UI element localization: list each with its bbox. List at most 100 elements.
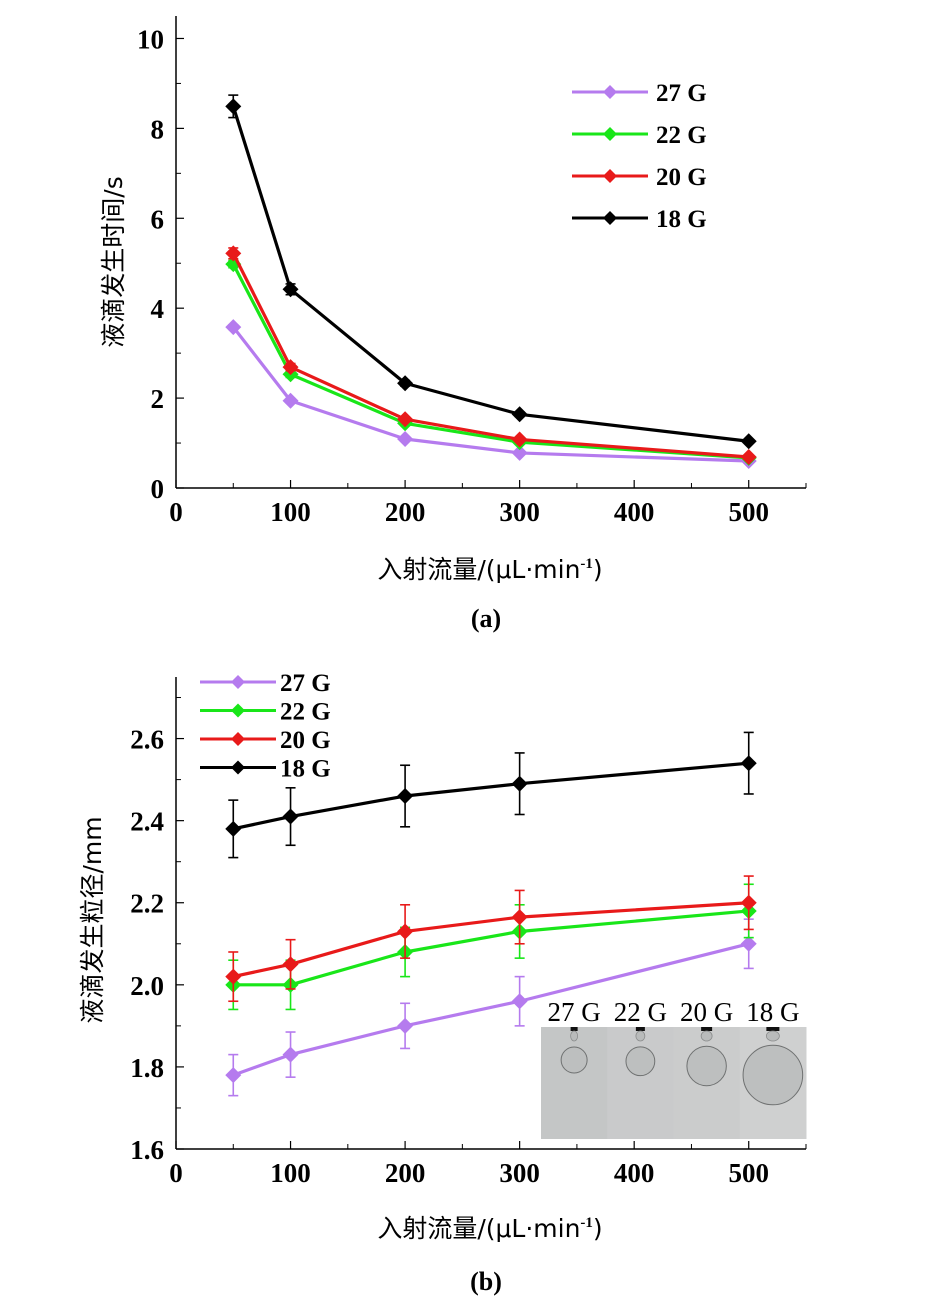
y-tick-label: 0	[151, 474, 165, 504]
series-20g	[225, 875, 757, 1003]
series-line	[231, 105, 749, 443]
legend-item: 22 G	[572, 122, 707, 149]
inset-label: 22 G	[614, 997, 667, 1027]
series-18g	[225, 731, 757, 859]
chart-b-xlabel-main: 入射流量/(μL·min	[377, 1214, 580, 1243]
y-tick-label: 1.6	[130, 1135, 164, 1165]
needle-tip-icon	[701, 1027, 713, 1031]
droplet-icon	[560, 1046, 588, 1074]
data-point	[511, 406, 528, 423]
data-point	[397, 375, 414, 392]
y-tick-label: 8	[151, 114, 165, 144]
series-18g	[225, 94, 757, 450]
legend-item: 20 G	[200, 727, 331, 754]
legend-marker	[603, 127, 617, 141]
y-tick-label: 2.6	[130, 725, 164, 755]
data-point	[282, 392, 299, 409]
legend-marker	[231, 760, 245, 775]
x-tick-label: 500	[728, 497, 769, 527]
x-tick-label: 300	[499, 497, 540, 527]
legend-label: 20 G	[280, 727, 331, 754]
legend-item: 27 G	[200, 670, 331, 697]
inset-panel	[541, 1027, 608, 1139]
data-point	[397, 431, 414, 448]
x-tick-label: 0	[169, 1158, 183, 1188]
data-point	[511, 444, 528, 461]
chart-a-axes: 0 100 200 300 400 500 0 2 4 6 8 10	[137, 16, 807, 527]
y-tick-label: 4	[151, 294, 165, 324]
legend-marker	[231, 732, 245, 746]
inset-panel	[607, 1027, 674, 1139]
needle-tip-icon	[570, 1027, 578, 1031]
data-point	[397, 923, 414, 940]
droplet-icon	[742, 1044, 804, 1106]
chart-b-ylabel: 液滴发生粒径/mm	[78, 816, 107, 1023]
legend-marker	[603, 211, 617, 225]
chart-b-xlabel: 入射流量/(μL·min-1)	[377, 1214, 602, 1243]
legend-label: 22 G	[280, 699, 331, 726]
data-point	[225, 98, 242, 115]
legend-item: 22 G	[200, 699, 331, 726]
inset-label: 27 G	[548, 997, 601, 1027]
x-tick-label: 400	[614, 497, 655, 527]
data-point	[225, 1067, 242, 1084]
legend-marker	[231, 675, 245, 689]
series-line	[231, 252, 749, 459]
inset-label: 18 G	[746, 997, 799, 1027]
data-point	[282, 281, 299, 298]
droplet-icon	[625, 1046, 656, 1077]
chart-a-xlabel-sup: -1	[580, 556, 593, 572]
legend-label: 18 G	[280, 756, 331, 783]
chart-a-marks	[225, 94, 757, 470]
legend-item: 27 G	[572, 80, 707, 107]
chart-a-legend: 27 G 22 G 20 G 18 G	[572, 80, 707, 233]
data-point	[511, 431, 528, 448]
data-point	[511, 775, 528, 792]
legend-label: 18 G	[656, 206, 707, 233]
data-point	[740, 755, 757, 772]
series-line	[232, 901, 749, 979]
data-point	[225, 968, 242, 985]
series-27g	[225, 319, 757, 470]
data-point	[511, 909, 528, 926]
pendant-droplet-icon	[635, 1030, 646, 1042]
x-tick-label: 400	[614, 1158, 655, 1188]
x-tick-label: 100	[270, 1158, 311, 1188]
series-line	[231, 263, 749, 460]
chart-a-xlabel-main: 入射流量/(μL·min	[377, 555, 580, 584]
data-point	[225, 245, 242, 262]
data-point	[397, 1017, 414, 1034]
droplet-icon	[686, 1045, 727, 1087]
data-point	[397, 788, 414, 805]
y-tick-label: 2.0	[130, 971, 164, 1001]
chart-a-xlabel-close: )	[593, 555, 603, 584]
data-point	[225, 820, 242, 837]
data-point	[397, 411, 414, 428]
series-line	[232, 326, 749, 463]
needle-tip-icon	[766, 1027, 780, 1031]
y-tick-label: 2	[151, 384, 165, 414]
y-tick-label: 2.2	[130, 889, 164, 919]
legend-label: 27 G	[656, 80, 707, 107]
series-22g	[225, 883, 757, 1011]
chart-b-xlabel-sup: -1	[580, 1215, 593, 1231]
legend-item: 20 G	[572, 164, 707, 191]
legend-marker	[231, 703, 245, 718]
chart-b-xlabel-close: )	[593, 1214, 603, 1243]
data-point	[225, 319, 242, 336]
data-point	[511, 993, 528, 1010]
x-tick-label: 300	[499, 1158, 540, 1188]
y-tick-label: 10	[137, 24, 164, 54]
legend-label: 22 G	[656, 122, 707, 149]
needle-tip-icon	[635, 1027, 645, 1031]
x-tick-label: 200	[385, 497, 426, 527]
series-27g	[225, 918, 757, 1097]
series-20g	[225, 245, 757, 465]
chart-b-legend: 27 G22 G20 G18 G	[200, 670, 331, 783]
pendant-droplet-icon	[570, 1030, 579, 1042]
chart-b-inset-photo: 27 G 22 G 20 G 18 G	[541, 997, 807, 1139]
chart-b-caption: (b)	[470, 1267, 502, 1296]
data-point	[740, 894, 757, 911]
